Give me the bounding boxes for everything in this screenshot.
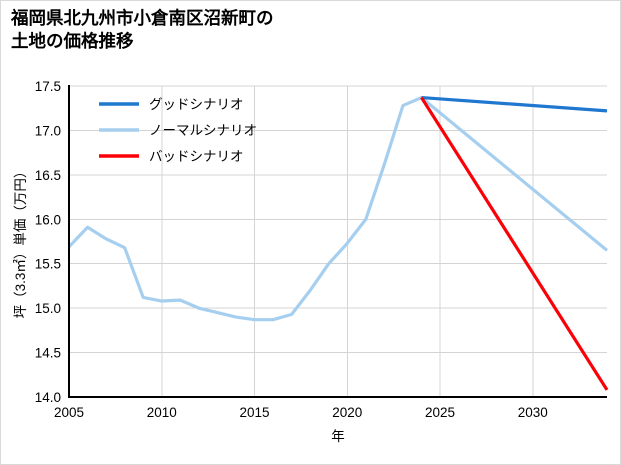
y-tick-label: 15.0 [35,301,61,316]
legend-label-2: バッドシナリオ [149,149,244,164]
x-tick-label: 2010 [147,405,177,420]
y-tick-label: 17.0 [35,123,61,138]
series-line-2 [420,96,609,391]
y-axis-title: 坪（3.3㎡）単価（万円） [13,165,28,319]
legend-label-1: ノーマルシナリオ [149,123,257,138]
legend-label-0: グッドシナリオ [149,97,244,112]
x-tick-label: 2025 [425,405,455,420]
page-title: 福岡県北九州市小倉南区沼新町の 土地の価格推移 [11,8,274,52]
y-tick-label: 14.0 [35,390,61,405]
y-tick-label: 15.5 [35,257,61,272]
y-tick-label: 17.5 [35,79,61,94]
series-line-1 [67,95,609,322]
y-tick-label: 14.5 [35,346,61,361]
y-tick-label: 16.5 [35,168,61,183]
x-axis-title: 年 [331,429,345,444]
y-tick-label: 16.0 [35,212,61,227]
x-tick-label: 2030 [518,405,548,420]
x-tick-label: 2015 [239,405,269,420]
series-line-0 [421,95,608,113]
x-tick-label: 2020 [332,405,362,420]
x-tick-label: 2005 [54,405,84,420]
